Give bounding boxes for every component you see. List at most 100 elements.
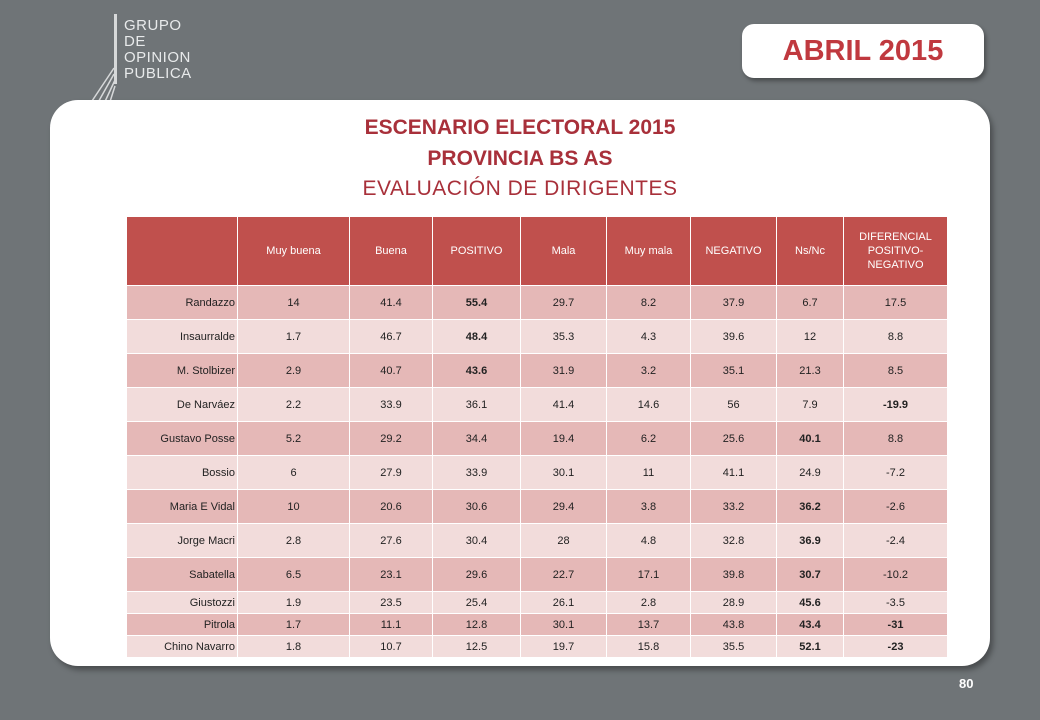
table-cell: 17.5 [843, 285, 948, 320]
logo-bar [114, 14, 117, 84]
table-cell: 48.4 [432, 319, 521, 354]
logo-line: PUBLICA [124, 65, 192, 82]
table-cell: 29.4 [520, 489, 607, 524]
table-cell: 8.8 [843, 319, 948, 354]
logo-line: OPINION [124, 49, 191, 66]
table-cell: 41.4 [520, 387, 607, 422]
row-label: Bossio [126, 455, 238, 490]
table-cell: 8.8 [843, 421, 948, 456]
table-cell: 30.4 [432, 523, 521, 558]
table-cell: 30.1 [520, 613, 607, 636]
row-label: Insaurralde [126, 319, 238, 354]
table-cell: 28.9 [690, 591, 777, 614]
table-cell: -23 [843, 635, 948, 658]
table-cell: 31.9 [520, 353, 607, 388]
table-cell: 32.8 [690, 523, 777, 558]
row-label: Chino Navarro [126, 635, 238, 658]
table-row: Giustozzi 1.9 23.5 25.4 26.1 2.8 28.9 45.6 -3.5 [126, 591, 948, 614]
table-cell: 13.7 [606, 613, 691, 636]
table-cell: 40.7 [349, 353, 433, 388]
logo-mark-icon [89, 67, 116, 108]
table-cell: 8.5 [843, 353, 948, 388]
table-cell: 1.9 [237, 591, 350, 614]
table-cell: 39.6 [690, 319, 777, 354]
table-cell: 36.1 [432, 387, 521, 422]
table-cell: 29.6 [432, 557, 521, 592]
table-cell: 23.1 [349, 557, 433, 592]
table-cell: 24.9 [776, 455, 844, 490]
table-cell: 37.9 [690, 285, 777, 320]
table-cell: 10 [237, 489, 350, 524]
table-row: De Narváez 2.2 33.9 36.1 41.4 14.6 56 7.9 -19.9 [126, 387, 948, 422]
table-cell: 19.4 [520, 421, 607, 456]
column-header: NEGATIVO [690, 216, 777, 286]
table-cell: 17.1 [606, 557, 691, 592]
table-cell: 3.8 [606, 489, 691, 524]
table-cell: 29.2 [349, 421, 433, 456]
row-label: Sabatella [126, 557, 238, 592]
table-cell: -2.4 [843, 523, 948, 558]
table-cell: 56 [690, 387, 777, 422]
table-cell: 7.9 [776, 387, 844, 422]
table-cell: -3.5 [843, 591, 948, 614]
table-cell: 1.8 [237, 635, 350, 658]
table-row: Gustavo Posse 5.2 29.2 34.4 19.4 6.2 25.6 40.1 8… [126, 421, 948, 456]
table-cell: 35.3 [520, 319, 607, 354]
table-cell: 35.1 [690, 353, 777, 388]
table-cell: 43.4 [776, 613, 844, 636]
table-cell: 35.5 [690, 635, 777, 658]
table-row: Jorge Macri 2.8 27.6 30.4 28 4.8 32.8 36.9 -2.4 [126, 523, 948, 558]
table-cell: 1.7 [237, 319, 350, 354]
table-cell: -31 [843, 613, 948, 636]
page-number: 80 [959, 676, 974, 691]
table-cell: 2.8 [606, 591, 691, 614]
table-row: Bossio 6 27.9 33.9 30.1 11 41.1 24.9 -7.2 [126, 455, 948, 490]
column-header: POSITIVO [432, 216, 521, 286]
table-cell: -2.6 [843, 489, 948, 524]
table-row: Randazzo 14 41.4 55.4 29.7 8.2 37.9 6.7 17.5 [126, 285, 948, 320]
column-header: Buena [349, 216, 433, 286]
table-cell: 30.7 [776, 557, 844, 592]
column-header: Muy buena [237, 216, 350, 286]
date-label: ABRIL 2015 [782, 34, 944, 67]
table-row: Sabatella 6.5 23.1 29.6 22.7 17.1 39.8 30.7 -10.… [126, 557, 948, 592]
table-cell: 41.4 [349, 285, 433, 320]
date-badge: ABRIL 2015 [742, 24, 984, 78]
table-cell: 33.9 [349, 387, 433, 422]
table-row: Chino Navarro 1.8 10.7 12.5 19.7 15.8 35.5 52.1… [126, 635, 948, 658]
row-label: Giustozzi [126, 591, 238, 614]
row-label: Maria E Vidal [126, 489, 238, 524]
page-section-title: EVALUACIÓN DE DIRIGENTES [362, 177, 678, 200]
table-cell: 6 [237, 455, 350, 490]
table-cell: 10.7 [349, 635, 433, 658]
table-cell: 52.1 [776, 635, 844, 658]
table-cell: 20.6 [349, 489, 433, 524]
table-cell: 40.1 [776, 421, 844, 456]
table-cell: 41.1 [690, 455, 777, 490]
table-cell: 2.9 [237, 353, 350, 388]
table-cell: 12.5 [432, 635, 521, 658]
table-cell: 3.2 [606, 353, 691, 388]
row-label: Pitrola [126, 613, 238, 636]
table-cell: 11.1 [349, 613, 433, 636]
table-cell: 33.9 [432, 455, 521, 490]
table-row: Insaurralde 1.7 46.7 48.4 35.3 4.3 39.6 12 8.8 [126, 319, 948, 354]
table-cell: 2.8 [237, 523, 350, 558]
column-header: Muy mala [606, 216, 691, 286]
table-row: Pitrola 1.7 11.1 12.8 30.1 13.7 43.8 43.4 -31 [126, 613, 948, 636]
table-cell: 29.7 [520, 285, 607, 320]
table-cell: 39.8 [690, 557, 777, 592]
table-cell: 12.8 [432, 613, 521, 636]
table-cell: 28 [520, 523, 607, 558]
table-cell: 33.2 [690, 489, 777, 524]
table-row: Maria E Vidal 10 20.6 30.6 29.4 3.8 33.2 36.2 -2… [126, 489, 948, 524]
table-cell: -19.9 [843, 387, 948, 422]
table-cell: 26.1 [520, 591, 607, 614]
table-cell: 4.8 [606, 523, 691, 558]
table-cell: 25.6 [690, 421, 777, 456]
evaluation-table: Muy buena Buena POSITIVO Mala Muy mala NEGATI… [126, 216, 948, 658]
page-title: ESCENARIO ELECTORAL 2015 [364, 116, 676, 139]
table-cell: 12 [776, 319, 844, 354]
table-cell: 4.3 [606, 319, 691, 354]
table-cell: 6.5 [237, 557, 350, 592]
